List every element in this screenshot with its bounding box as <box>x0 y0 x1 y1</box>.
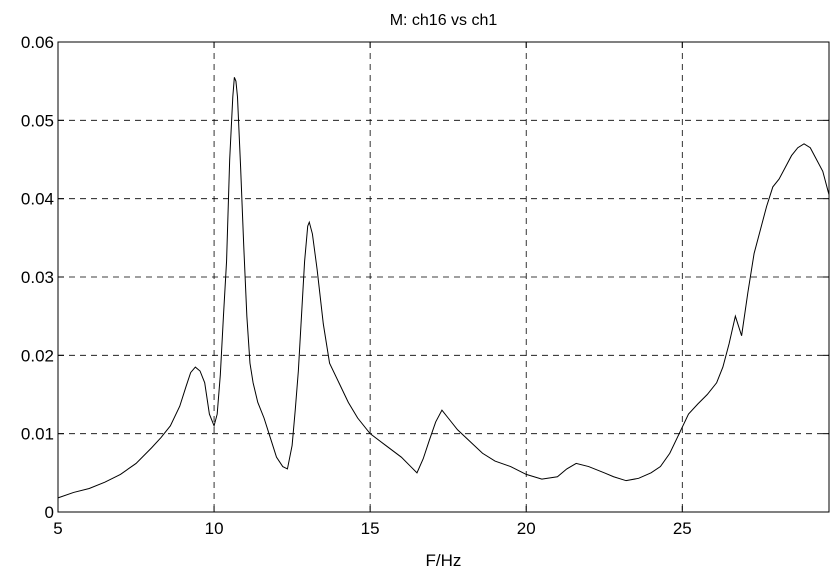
y-tick-label: 0.02 <box>21 346 54 365</box>
y-tick-label: 0.01 <box>21 425 54 444</box>
y-tick-label: 0.06 <box>21 33 54 52</box>
x-tick-label: 15 <box>361 519 380 538</box>
grid-lines <box>58 42 829 512</box>
y-tick-label: 0.05 <box>21 111 54 130</box>
y-tick-label: 0 <box>45 503 54 522</box>
x-tick-label: 5 <box>53 519 62 538</box>
y-tick-label: 0.04 <box>21 190 54 209</box>
x-tick-label: 20 <box>517 519 536 538</box>
chart-title: M: ch16 vs ch1 <box>390 12 498 29</box>
axis-ticks <box>57 41 829 513</box>
tick-labels: 5 10 15 20 25 0 0.01 0.02 0.03 0.04 0.05 0.06 <box>21 33 692 538</box>
x-axis-label: F/Hz <box>426 551 462 570</box>
y-tick-label: 0.03 <box>21 268 54 287</box>
x-tick-label: 25 <box>673 519 692 538</box>
series-line <box>57 77 830 499</box>
x-tick-label: 10 <box>205 519 224 538</box>
